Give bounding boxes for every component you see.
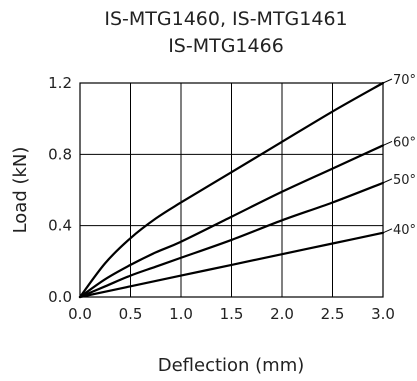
grid xyxy=(80,83,383,297)
series-leader-line xyxy=(382,178,393,184)
x-tick-labels: 0.0 0.5 1.0 1.5 2.0 2.5 3.0 xyxy=(68,305,395,323)
x-tick-label: 2.0 xyxy=(270,305,294,323)
series-leader-line xyxy=(382,140,393,146)
x-tick-label: 3.0 xyxy=(371,305,395,323)
series-curve-3 xyxy=(78,231,385,299)
y-axis-label: Load (kN) xyxy=(10,147,31,234)
chart-title-line-2: IS-MTG1466 xyxy=(168,35,284,57)
x-tick-label: 1.5 xyxy=(220,305,244,323)
x-axis-label: Deflection (mm) xyxy=(158,355,305,376)
series-label: 60° xyxy=(393,135,416,150)
plot-frame xyxy=(79,82,384,298)
x-tick-label: 2.5 xyxy=(321,305,345,323)
series-curve-0 xyxy=(78,81,385,299)
y-tick-label: 0.8 xyxy=(48,145,72,163)
series-curves xyxy=(78,81,385,299)
y-tick-label: 0.4 xyxy=(48,217,72,235)
series-labels: 70° 60° 50° 40° xyxy=(382,73,416,238)
x-tick-label: 1.0 xyxy=(169,305,193,323)
x-tick-label: 0.5 xyxy=(119,305,143,323)
series-curve-1 xyxy=(78,144,385,299)
series-leader-line xyxy=(382,78,393,84)
series-label: 50° xyxy=(393,173,416,188)
chart-title-line-1: IS-MTG1460, IS-MTG1461 xyxy=(104,8,347,30)
y-tick-label: 0.0 xyxy=(48,288,72,306)
series-leader-line xyxy=(382,228,393,234)
y-tick-label: 1.2 xyxy=(48,74,72,92)
series-curve-2 xyxy=(78,181,385,299)
x-tick-label: 0.0 xyxy=(68,305,92,323)
y-tick-labels: 0.0 0.4 0.8 1.2 xyxy=(48,74,72,306)
series-label: 40° xyxy=(393,223,416,238)
series-label: 70° xyxy=(393,73,416,88)
